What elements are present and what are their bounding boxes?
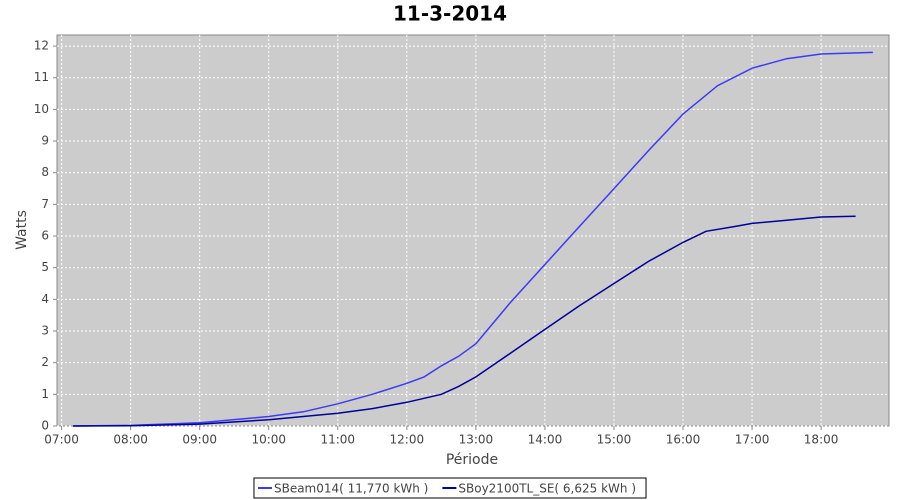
x-tick-label: 16:00 bbox=[666, 433, 701, 447]
y-tick-label: 4 bbox=[41, 292, 49, 306]
legend-label: SBeam014( 11,770 kWh ) bbox=[274, 482, 428, 496]
x-tick-label: 15:00 bbox=[597, 433, 632, 447]
x-axis-label: Période bbox=[446, 452, 498, 468]
x-tick-label: 12:00 bbox=[390, 433, 425, 447]
y-tick-label: 12 bbox=[34, 39, 49, 53]
y-tick-label: 2 bbox=[41, 355, 49, 369]
x-tick-label: 11:00 bbox=[320, 433, 355, 447]
y-tick-label: 1 bbox=[41, 387, 49, 401]
y-axis-label: Watts bbox=[14, 210, 30, 250]
y-tick-label: 9 bbox=[41, 134, 49, 148]
x-tick-label: 14:00 bbox=[528, 433, 563, 447]
x-tick-label: 10:00 bbox=[251, 433, 286, 447]
x-tick-label: 09:00 bbox=[182, 433, 217, 447]
x-tick-label: 07:00 bbox=[44, 433, 79, 447]
y-tick-label: 8 bbox=[41, 165, 49, 179]
y-tick-label: 3 bbox=[41, 324, 49, 338]
y-tick-label: 5 bbox=[41, 260, 49, 274]
y-tick-label: 11 bbox=[34, 70, 49, 84]
x-tick-label: 08:00 bbox=[113, 433, 148, 447]
x-tick-label: 13:00 bbox=[459, 433, 494, 447]
series-line bbox=[73, 215, 856, 427]
y-tick-label: 7 bbox=[41, 197, 49, 211]
y-tick-label: 10 bbox=[34, 102, 49, 116]
series-line bbox=[73, 51, 873, 427]
x-tick-label: 17:00 bbox=[735, 433, 770, 447]
y-tick-label: 6 bbox=[41, 229, 49, 243]
x-tick-label: 18:00 bbox=[804, 433, 839, 447]
plot-area bbox=[56, 34, 890, 427]
legend-label: SBoy2100TL_SE( 6,625 kWh ) bbox=[458, 482, 636, 496]
y-tick-label: 0 bbox=[41, 419, 49, 433]
chart-title: 11-3-2014 bbox=[393, 2, 507, 26]
